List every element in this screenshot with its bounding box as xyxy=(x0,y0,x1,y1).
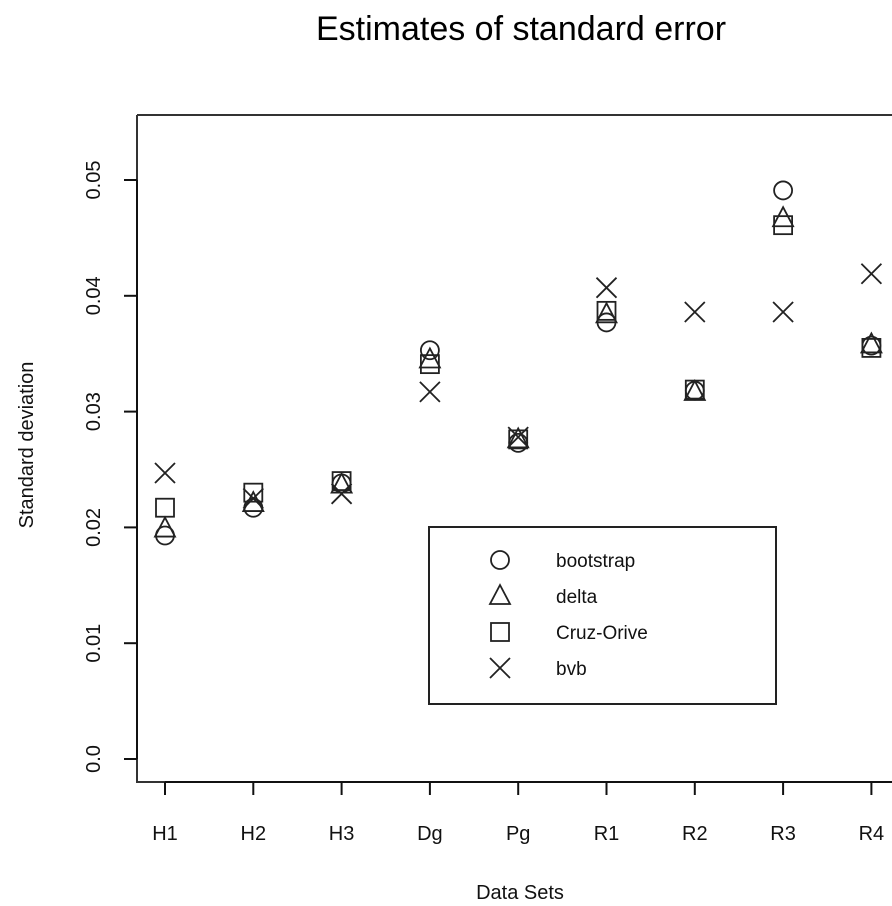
point-bvb xyxy=(597,278,617,298)
x-tick-label: R2 xyxy=(682,823,708,845)
x-tick-label: H2 xyxy=(241,823,267,845)
x-tick-label: Pg xyxy=(506,823,530,845)
x-axis-label: Data Sets xyxy=(476,882,564,904)
point-bvb xyxy=(155,463,175,483)
point-delta xyxy=(420,348,440,367)
y-axis-ticks: 0.0 0.01 0.02 0.03 0.04 0.05 xyxy=(83,161,137,773)
x-tick-label: R3 xyxy=(770,823,796,845)
x-tick-label: R1 xyxy=(594,823,620,845)
x-tick-label: H3 xyxy=(329,823,355,845)
x-axis-ticks: H1 H2 H3 Dg Pg R1 R2 R3 R4 xyxy=(152,782,884,845)
point-cruz-orive xyxy=(156,499,174,517)
point-bvb xyxy=(861,264,881,284)
legend-label-delta: delta xyxy=(556,587,598,608)
point-bvb xyxy=(420,382,440,402)
legend-label-bvb: bvb xyxy=(556,659,587,680)
point-bvb xyxy=(685,302,705,322)
x-tick-label: Dg xyxy=(417,823,443,845)
legend-label-cruz-orive: Cruz-Orive xyxy=(556,623,648,644)
y-tick-label: 0.01 xyxy=(83,624,105,663)
point-bootstrap xyxy=(774,181,792,199)
legend-label-bootstrap: bootstrap xyxy=(556,551,635,572)
data-points xyxy=(155,181,881,544)
y-tick-label: 0.05 xyxy=(83,161,105,200)
y-axis-label: Standard deviation xyxy=(16,362,38,529)
legend: bootstrap delta Cruz-Orive bvb xyxy=(429,527,776,704)
y-tick-label: 0.03 xyxy=(83,392,105,431)
point-bvb xyxy=(332,484,352,504)
y-tick-label: 0.04 xyxy=(83,276,105,315)
chart-title: Estimates of standard error xyxy=(316,10,726,48)
y-tick-label: 0.0 xyxy=(83,745,105,773)
x-tick-label: R4 xyxy=(859,823,885,845)
y-tick-label: 0.02 xyxy=(83,508,105,547)
x-tick-label: H1 xyxy=(152,823,178,845)
point-bootstrap xyxy=(686,382,704,400)
point-bvb xyxy=(773,302,793,322)
